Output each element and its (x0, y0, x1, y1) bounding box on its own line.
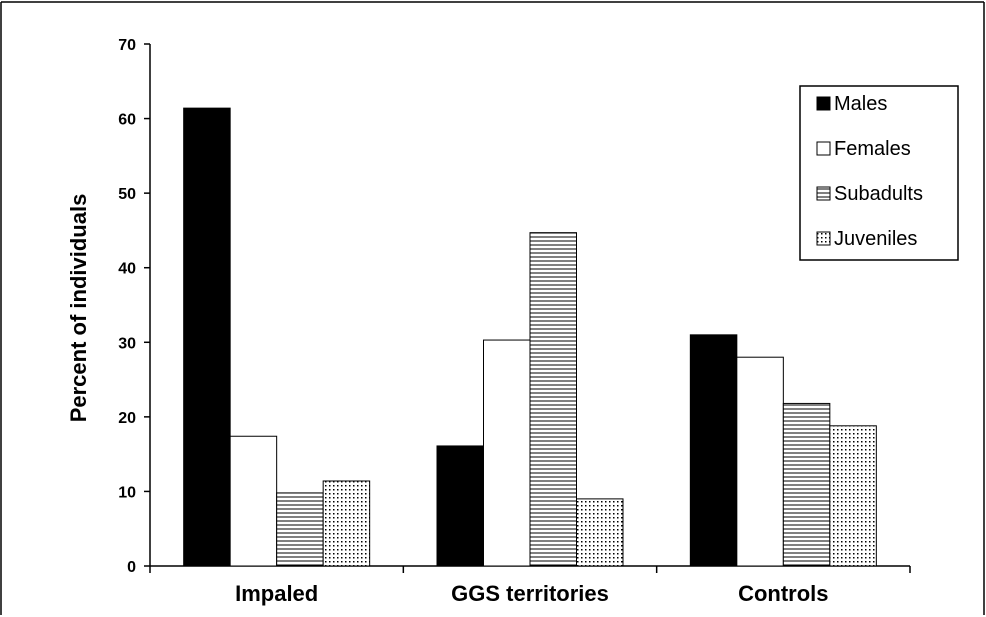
x-category-label: Impaled (235, 581, 318, 606)
y-tick-label: 20 (118, 410, 136, 427)
bar-juveniles-ggs-territories (576, 498, 624, 567)
bar-males-impaled (183, 107, 231, 567)
y-tick-label: 0 (127, 559, 136, 576)
bar-males-ggs-territories (436, 445, 484, 567)
legend-swatch-males (816, 96, 831, 111)
legend-swatch-juveniles (816, 231, 831, 246)
y-tick-label: 10 (118, 484, 136, 501)
legend-label-males: Males (834, 93, 887, 115)
y-tick-label: 70 (118, 37, 136, 54)
legend-swatch-females (816, 141, 831, 156)
bar-females-ggs-territories (483, 339, 531, 567)
x-axis: Impaled GGS territories Controls (149, 565, 911, 606)
legend-swatch-subadults (816, 186, 831, 201)
y-tick-label: 60 (118, 112, 136, 129)
bar-subadults-controls (782, 402, 831, 567)
legend-label-subadults: Subadults (834, 183, 923, 205)
y-tick-label: 40 (118, 261, 136, 278)
legend-box (799, 85, 959, 261)
y-tick-label: 50 (118, 186, 136, 203)
y-axis: 0 10 20 30 40 50 60 70 (118, 37, 151, 576)
bar-females-controls (736, 356, 784, 567)
legend-label-females: Females (834, 138, 911, 160)
x-category-label: Controls (738, 581, 828, 606)
bar-subadults-impaled (276, 492, 324, 567)
bars-group (183, 107, 877, 567)
bar-males-controls (689, 334, 738, 567)
y-axis-title: Percent of individuals (66, 194, 91, 423)
x-category-label: GGS territories (451, 581, 609, 606)
bar-juveniles-controls (829, 425, 877, 567)
y-tick-label: 30 (118, 335, 136, 352)
bar-subadults-ggs-territories (529, 232, 577, 567)
bar-females-impaled (229, 435, 278, 567)
legend-label-juveniles: Juveniles (834, 228, 917, 250)
legend: Males Females Subadults Juveniles (799, 85, 959, 261)
bar-juveniles-impaled (322, 480, 371, 567)
